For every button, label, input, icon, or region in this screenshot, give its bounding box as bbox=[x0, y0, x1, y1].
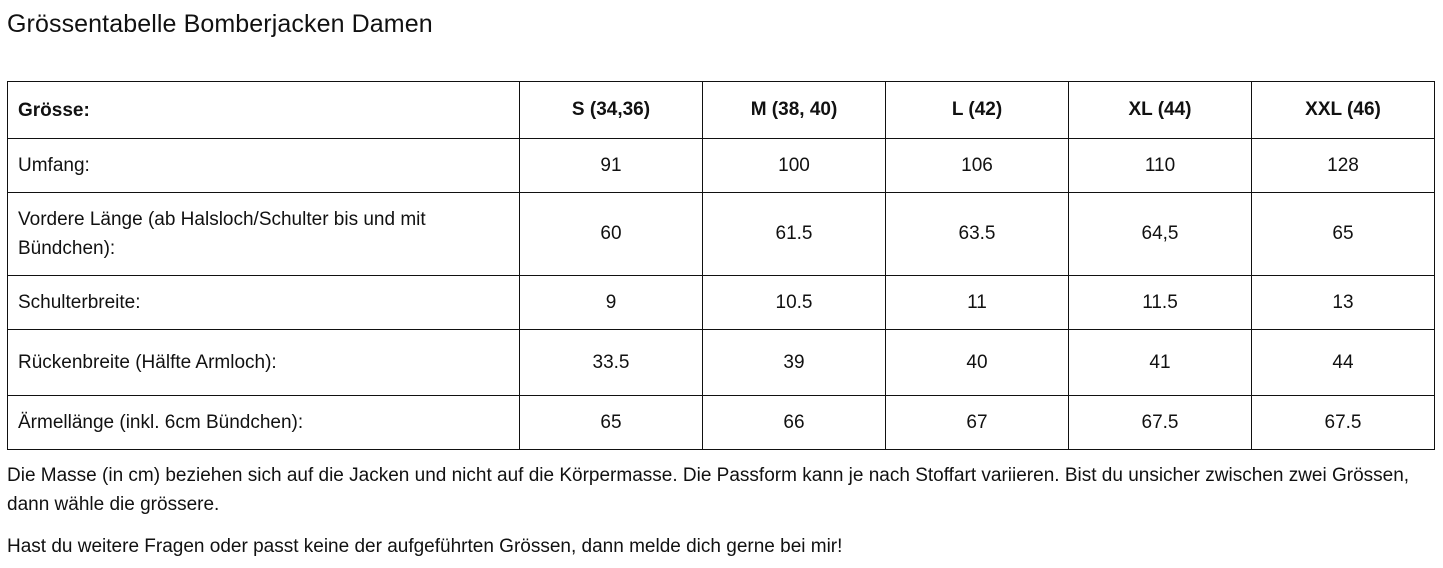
table-cell: 67 bbox=[885, 395, 1069, 450]
table-cell: 11.5 bbox=[1068, 275, 1252, 330]
contact-note: Hast du weitere Fragen oder passt keine … bbox=[7, 536, 843, 557]
header-size-xxl: XXL (46) bbox=[1251, 81, 1435, 139]
table-row: Rückenbreite (Hälfte Armloch): 33.5 39 4… bbox=[7, 329, 1435, 396]
header-size-s: S (34,36) bbox=[519, 81, 703, 139]
size-table: Grösse: S (34,36) M (38, 40) L (42) XL (… bbox=[7, 81, 1435, 450]
table-header-row: Grösse: S (34,36) M (38, 40) L (42) XL (… bbox=[7, 81, 1435, 139]
row-label: Vordere Länge (ab Halsloch/Schulter bis … bbox=[7, 192, 520, 276]
page-title: Grössentabelle Bomberjacken Damen bbox=[7, 10, 433, 38]
row-label: Umfang: bbox=[7, 138, 520, 193]
table-cell: 13 bbox=[1251, 275, 1435, 330]
table-cell: 128 bbox=[1251, 138, 1435, 193]
table-cell: 67.5 bbox=[1251, 395, 1435, 450]
table-cell: 44 bbox=[1251, 329, 1435, 396]
table-cell: 65 bbox=[1251, 192, 1435, 276]
row-label: Rückenbreite (Hälfte Armloch): bbox=[7, 329, 520, 396]
table-cell: 60 bbox=[519, 192, 703, 276]
header-size-m: M (38, 40) bbox=[702, 81, 886, 139]
table-cell: 106 bbox=[885, 138, 1069, 193]
table-row: Ärmellänge (inkl. 6cm Bündchen): 65 66 6… bbox=[7, 395, 1435, 450]
table-row: Umfang: 91 100 106 110 128 bbox=[7, 138, 1435, 193]
table-cell: 39 bbox=[702, 329, 886, 396]
table-cell: 11 bbox=[885, 275, 1069, 330]
table-cell: 61.5 bbox=[702, 192, 886, 276]
table-row: Vordere Länge (ab Halsloch/Schulter bis … bbox=[7, 192, 1435, 276]
table-cell: 64,5 bbox=[1068, 192, 1252, 276]
header-label-cell: Grösse: bbox=[7, 81, 520, 139]
table-cell: 33.5 bbox=[519, 329, 703, 396]
table-cell: 63.5 bbox=[885, 192, 1069, 276]
table-cell: 67.5 bbox=[1068, 395, 1252, 450]
table-cell: 65 bbox=[519, 395, 703, 450]
table-cell: 10.5 bbox=[702, 275, 886, 330]
table-cell: 91 bbox=[519, 138, 703, 193]
header-size-l: L (42) bbox=[885, 81, 1069, 139]
sizing-note: Die Masse (in cm) beziehen sich auf die … bbox=[7, 465, 1410, 515]
table-cell: 41 bbox=[1068, 329, 1252, 396]
table-cell: 9 bbox=[519, 275, 703, 330]
row-label: Ärmellänge (inkl. 6cm Bündchen): bbox=[7, 395, 520, 450]
table-cell: 40 bbox=[885, 329, 1069, 396]
table-cell: 100 bbox=[702, 138, 886, 193]
header-size-xl: XL (44) bbox=[1068, 81, 1252, 139]
table-cell: 66 bbox=[702, 395, 886, 450]
table-cell: 110 bbox=[1068, 138, 1252, 193]
row-label: Schulterbreite: bbox=[7, 275, 520, 330]
table-row: Schulterbreite: 9 10.5 11 11.5 13 bbox=[7, 275, 1435, 330]
